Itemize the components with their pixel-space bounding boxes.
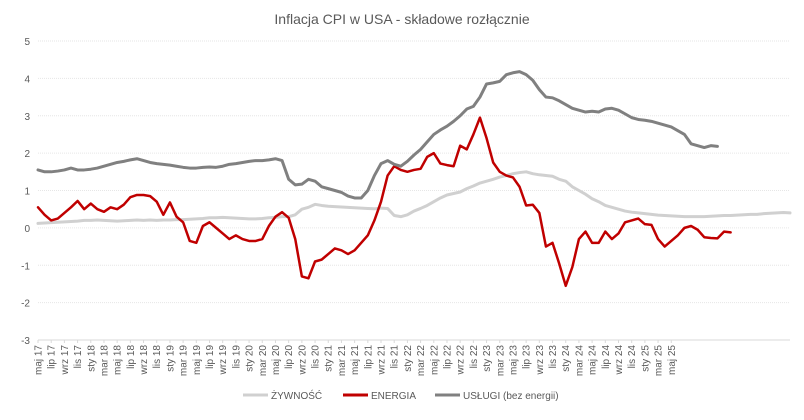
y-tick-label: -2: [21, 299, 30, 310]
x-tick-label: wrz 23: [535, 345, 546, 376]
series-lines: [36, 70, 792, 288]
x-tick-label: lip 17: [47, 345, 58, 369]
legend-label-2: USŁUGI (bez energii): [463, 391, 559, 402]
x-tick-label: lip 22: [442, 345, 453, 369]
x-tick-label: sty 18: [86, 345, 97, 372]
x-tick-label: sty 19: [165, 345, 176, 372]
x-tick-label: sty 25: [640, 345, 651, 372]
x-tick-label: mar 20: [258, 345, 269, 377]
x-tick-label: lis 19: [231, 345, 242, 369]
x-tick-label: maj 19: [192, 345, 203, 375]
x-tick-label: lis 22: [469, 345, 480, 369]
x-tick-label: mar 18: [99, 345, 110, 377]
y-tick-label: 4: [24, 74, 30, 85]
x-tick-label: maj 17: [34, 345, 45, 375]
x-tick-label: lis 20: [311, 345, 322, 369]
x-tick-label: wrz 20: [297, 345, 308, 376]
x-tick-label: sty 22: [403, 345, 414, 372]
y-tick-label: 0: [24, 224, 30, 235]
x-tick-label: maj 20: [271, 345, 282, 375]
x-tick-label: lis 18: [152, 345, 163, 369]
x-tick-label: maj 18: [113, 345, 124, 375]
legend-label-1: ENERGIA: [371, 391, 416, 402]
x-tick-label: lis 17: [73, 345, 84, 369]
y-tick-label: 3: [24, 112, 30, 123]
x-tick-label: wrz 17: [60, 345, 71, 376]
x-tick-label: lis 23: [548, 345, 559, 369]
x-tick-label: mar 23: [495, 345, 506, 377]
series-line-2: [36, 70, 719, 200]
y-tick-label: 2: [24, 149, 30, 160]
y-tick-label: -1: [21, 261, 30, 272]
x-tick-label: mar 25: [654, 345, 665, 377]
legend: ŻYWNOŚĆ ENERGIA USŁUGI (bez energii): [243, 389, 559, 402]
x-tick-label: lip 23: [522, 345, 533, 369]
x-tick-label: wrz 21: [377, 345, 388, 376]
x-tick-label: lis 24: [627, 345, 638, 369]
x-tick-label: wrz 18: [139, 345, 150, 376]
y-tick-label: -3: [21, 336, 30, 347]
x-tick-label: sty 24: [561, 345, 572, 372]
x-axis: maj 17 lip 17 wrz 17 lis 17 sty 18 mar 18 maj …: [34, 339, 790, 377]
legend-label-0: ŻYWNOŚĆ: [271, 389, 322, 402]
x-tick-label: maj 22: [429, 345, 440, 375]
y-axis: 5 4 3 2 1 0 -1 -2 -3: [21, 37, 30, 347]
x-tick-label: sty 21: [324, 345, 335, 372]
chart-title: Inflacja CPI w USA - składowe rozłącznie: [274, 11, 529, 27]
x-tick-label: lip 21: [363, 345, 374, 369]
x-tick-label: mar 19: [179, 345, 190, 377]
x-tick-label: mar 24: [574, 345, 585, 377]
x-tick-label: maj 21: [350, 345, 361, 375]
x-tick-label: lip 24: [601, 345, 612, 369]
x-tick-label: mar 22: [416, 345, 427, 377]
x-tick-label: maj 24: [588, 345, 599, 375]
x-tick-label: wrz 19: [218, 345, 229, 376]
grid: [38, 40, 790, 341]
series-line-0: [36, 170, 792, 225]
x-tick-label: lip 20: [284, 345, 295, 369]
x-tick-label: lip 19: [205, 345, 216, 369]
y-tick-label: 1: [24, 187, 30, 198]
x-tick-label: maj 25: [667, 345, 678, 375]
x-tick-label: wrz 24: [614, 345, 625, 376]
x-tick-label: sty 23: [482, 345, 493, 372]
x-tick-label: lis 21: [390, 345, 401, 369]
x-tick-label: wrz 22: [456, 345, 467, 376]
series-line-1: [36, 116, 732, 288]
x-tick-label: sty 20: [245, 345, 256, 372]
y-tick-label: 5: [24, 37, 30, 48]
x-tick-label: lip 18: [126, 345, 137, 369]
x-tick-label: maj 23: [508, 345, 519, 375]
x-tick-label: mar 21: [337, 345, 348, 377]
